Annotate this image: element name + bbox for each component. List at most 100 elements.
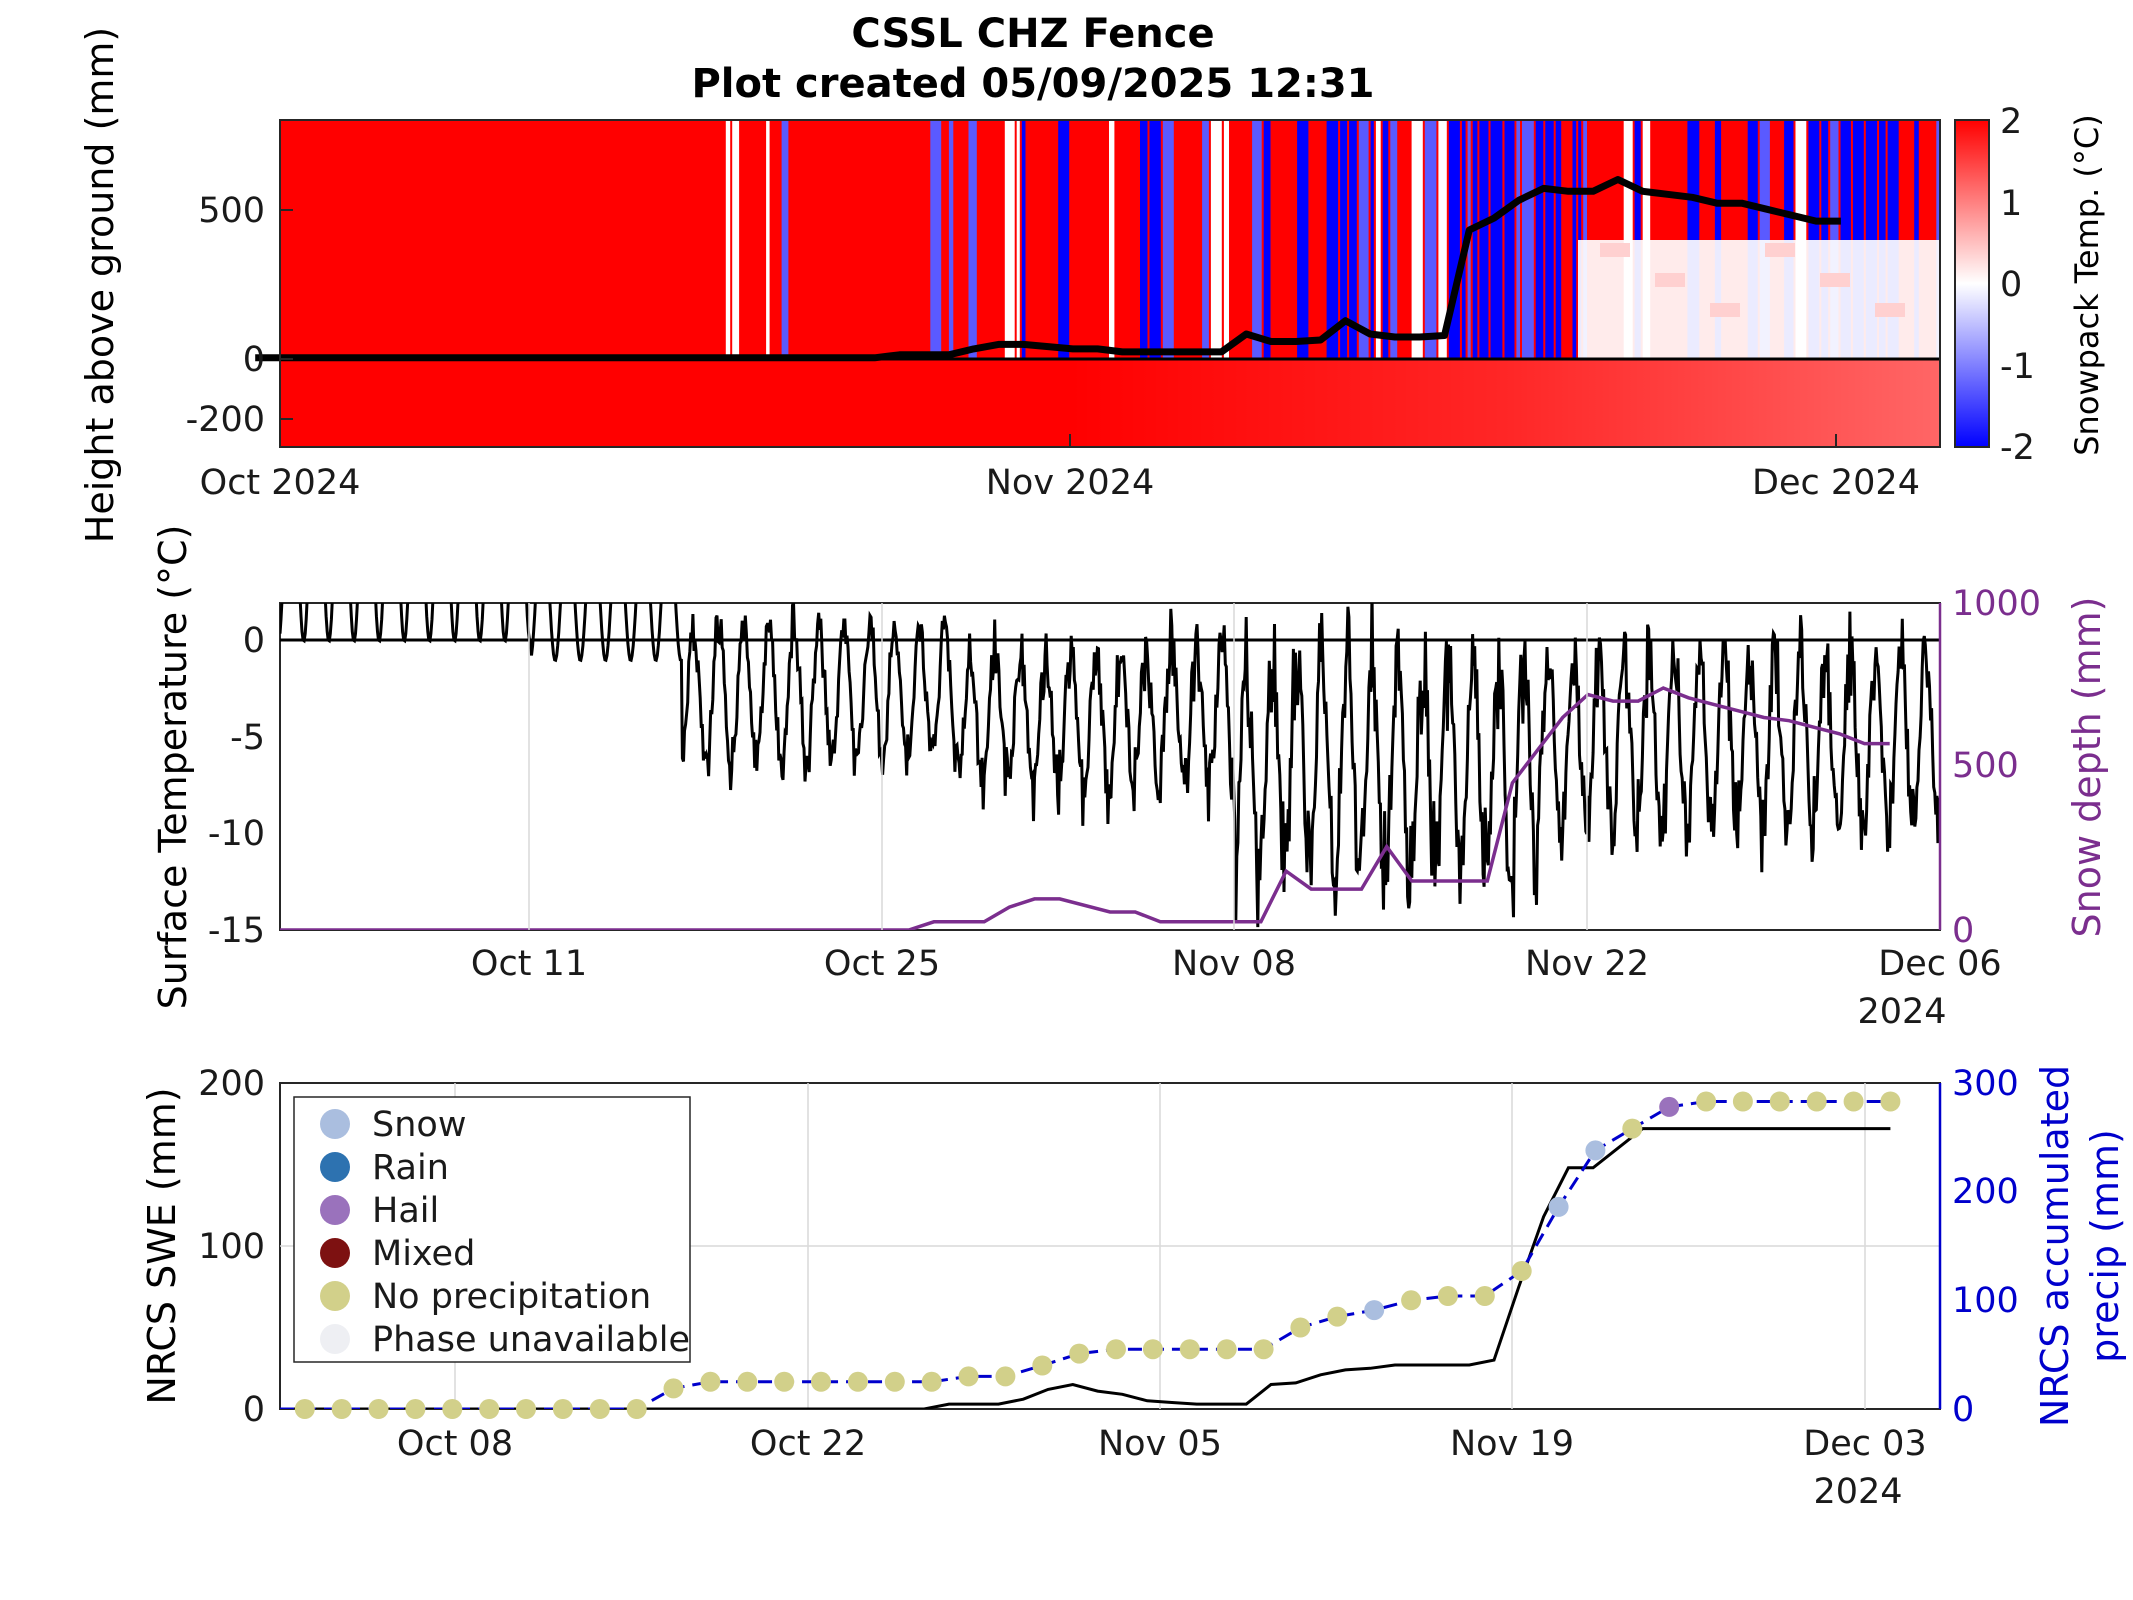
heatmap-stripe [1865, 120, 1878, 359]
heatmap-stripe [1516, 120, 1520, 359]
heatmap-stripe [1382, 120, 1389, 359]
p3-ytick-left: 200 [198, 1064, 265, 1104]
heatmap-stripe [1490, 120, 1503, 359]
legend-marker-rain [320, 1152, 350, 1182]
heatmap-stripe [1326, 120, 1339, 359]
p2-ylabel-right: Snow depth (mm) [2065, 597, 2109, 938]
precip-phase-markers [294, 1091, 1901, 1419]
p1-ytick-label: 0 [243, 340, 265, 380]
legend-label: Hail [372, 1191, 439, 1231]
colorbar-tick: -1 [2000, 347, 2035, 387]
precip-point-no-precipitation [921, 1371, 942, 1392]
heatmap-stripe [1424, 120, 1437, 359]
p2-year-label: 2024 [1857, 992, 1946, 1032]
precip-point-no-precipitation [1106, 1339, 1126, 1360]
precip-point-no-precipitation [1290, 1317, 1311, 1338]
precip-point-snow [1585, 1140, 1606, 1161]
precip-point-no-precipitation [1622, 1118, 1643, 1139]
heatmap-stripe [1504, 120, 1515, 359]
precip-point-no-precipitation [1511, 1261, 1532, 1281]
p1-ytick-label: -200 [186, 400, 265, 440]
heatmap-stripe [1210, 120, 1222, 359]
legend: Snow Rain Hail Mixed No precipitation Ph… [293, 1096, 691, 1363]
precip-point-snow [1364, 1300, 1385, 1321]
heatmap-stripe [781, 120, 789, 359]
heatmap-stripe [1390, 120, 1398, 359]
precip-point-no-precipitation [663, 1378, 684, 1399]
heatmap-stripe [1375, 120, 1381, 359]
heatmap-stripe [1058, 120, 1070, 359]
heatmap-stripe [1349, 120, 1357, 359]
p3-ytick-right: 200 [1952, 1172, 2019, 1212]
precip-point-no-precipitation [811, 1371, 831, 1392]
heatmap-stripe [1634, 120, 1641, 359]
precip-point-no-precipitation [626, 1399, 647, 1419]
heatmap-stripe [1358, 120, 1369, 359]
p2-ytick-left: -10 [208, 814, 265, 854]
precip-point-snow [1548, 1196, 1569, 1217]
heatmap-stripe [1879, 120, 1886, 359]
p3-ytick-right: 300 [1952, 1064, 2019, 1104]
precip-point-no-precipitation [1806, 1091, 1827, 1112]
heatmap-stripe [1623, 120, 1633, 359]
colorbar-tick: -2 [2000, 428, 2035, 468]
heatmap-snow-depth-line [255, 176, 1841, 362]
p2-xtick-label: Nov 22 [1525, 944, 1649, 984]
heatmap-stripe [725, 120, 731, 359]
heatmap-stripe [1109, 120, 1115, 359]
legend-item-mixed: Mixed [320, 1234, 475, 1274]
legend-label: Mixed [372, 1234, 475, 1274]
precip-point-no-precipitation [1437, 1286, 1458, 1306]
heatmap-stripe [1535, 120, 1544, 359]
precip-point-no-precipitation [1142, 1339, 1163, 1360]
panel-snowpack-temperature: 500 0 -200 Oct 2024 Nov 2024 Dec 2024 He… [78, 27, 2106, 544]
precip-point-no-precipitation [1880, 1091, 1901, 1112]
heatmap-stripe [1016, 120, 1020, 359]
surface-temperature-line [280, 603, 1940, 928]
heatmap-stripe [1411, 120, 1423, 359]
heatmap-stripe [1583, 120, 1587, 359]
heatmap-stripe [1655, 273, 1685, 287]
p2-xtick-label: Oct 11 [471, 944, 587, 984]
legend-item-phase-unavailable: Phase unavailable [320, 1320, 690, 1360]
heatmap-soil-fade [1070, 360, 1940, 447]
heatmap-isothermal-region [1578, 240, 1940, 358]
precip-point-no-precipitation [1696, 1091, 1717, 1112]
legend-item-snow: Snow [320, 1105, 466, 1145]
legend-item-rain: Rain [320, 1148, 449, 1188]
precip-point-no-precipitation [1327, 1306, 1348, 1327]
precip-point-no-precipitation [552, 1399, 573, 1419]
heatmap-stripe [1747, 120, 1758, 359]
precip-point-no-precipitation [1253, 1339, 1274, 1360]
precip-point-no-precipitation [774, 1371, 795, 1392]
p3-ylabel-left: NRCS SWE (mm) [140, 1087, 184, 1404]
legend-marker-phase-unavailable [320, 1324, 350, 1354]
colorbar-gradient [1954, 119, 1990, 448]
heatmap-stripe [1555, 120, 1562, 359]
heatmap-stripe [1600, 243, 1630, 257]
p3-xtick-label: Dec 03 [1803, 1424, 1926, 1464]
heatmap-stripe [1887, 120, 1899, 359]
precip-point-no-precipitation [1032, 1355, 1053, 1376]
colorbar-tick: 1 [2000, 184, 2022, 224]
precip-point-no-precipitation [1474, 1286, 1495, 1306]
heatmap-stripe [1830, 120, 1839, 359]
p2-xtick-label: Oct 25 [824, 944, 940, 984]
heatmap-stripe [1522, 120, 1534, 359]
colorbar: 2 1 0 -1 -2 Snowpack Temp. (°C) [1954, 102, 2106, 468]
precip-point-no-precipitation [331, 1399, 352, 1419]
accumulated-precip-line [280, 1100, 1891, 1409]
precip-point-no-precipitation [442, 1399, 463, 1419]
panel-surface-temperature: 0 -5 -10 -15 1000 500 0 Oct 11 Oct 25 No… [151, 525, 2109, 1032]
legend-label: Snow [372, 1105, 466, 1145]
heatmap-stripe [1448, 120, 1460, 359]
colorbar-label: Snowpack Temp. (°C) [2068, 114, 2106, 456]
p1-ytick-label: 500 [198, 191, 265, 231]
heatmap-stripe [1759, 120, 1770, 359]
heatmap-stripe [1021, 120, 1026, 359]
heatmap-stripe [1162, 120, 1174, 359]
p2-ytick-right: 0 [1952, 911, 1974, 951]
heatmap-stripe [1370, 120, 1374, 359]
heatmap-stripe [1202, 120, 1209, 359]
